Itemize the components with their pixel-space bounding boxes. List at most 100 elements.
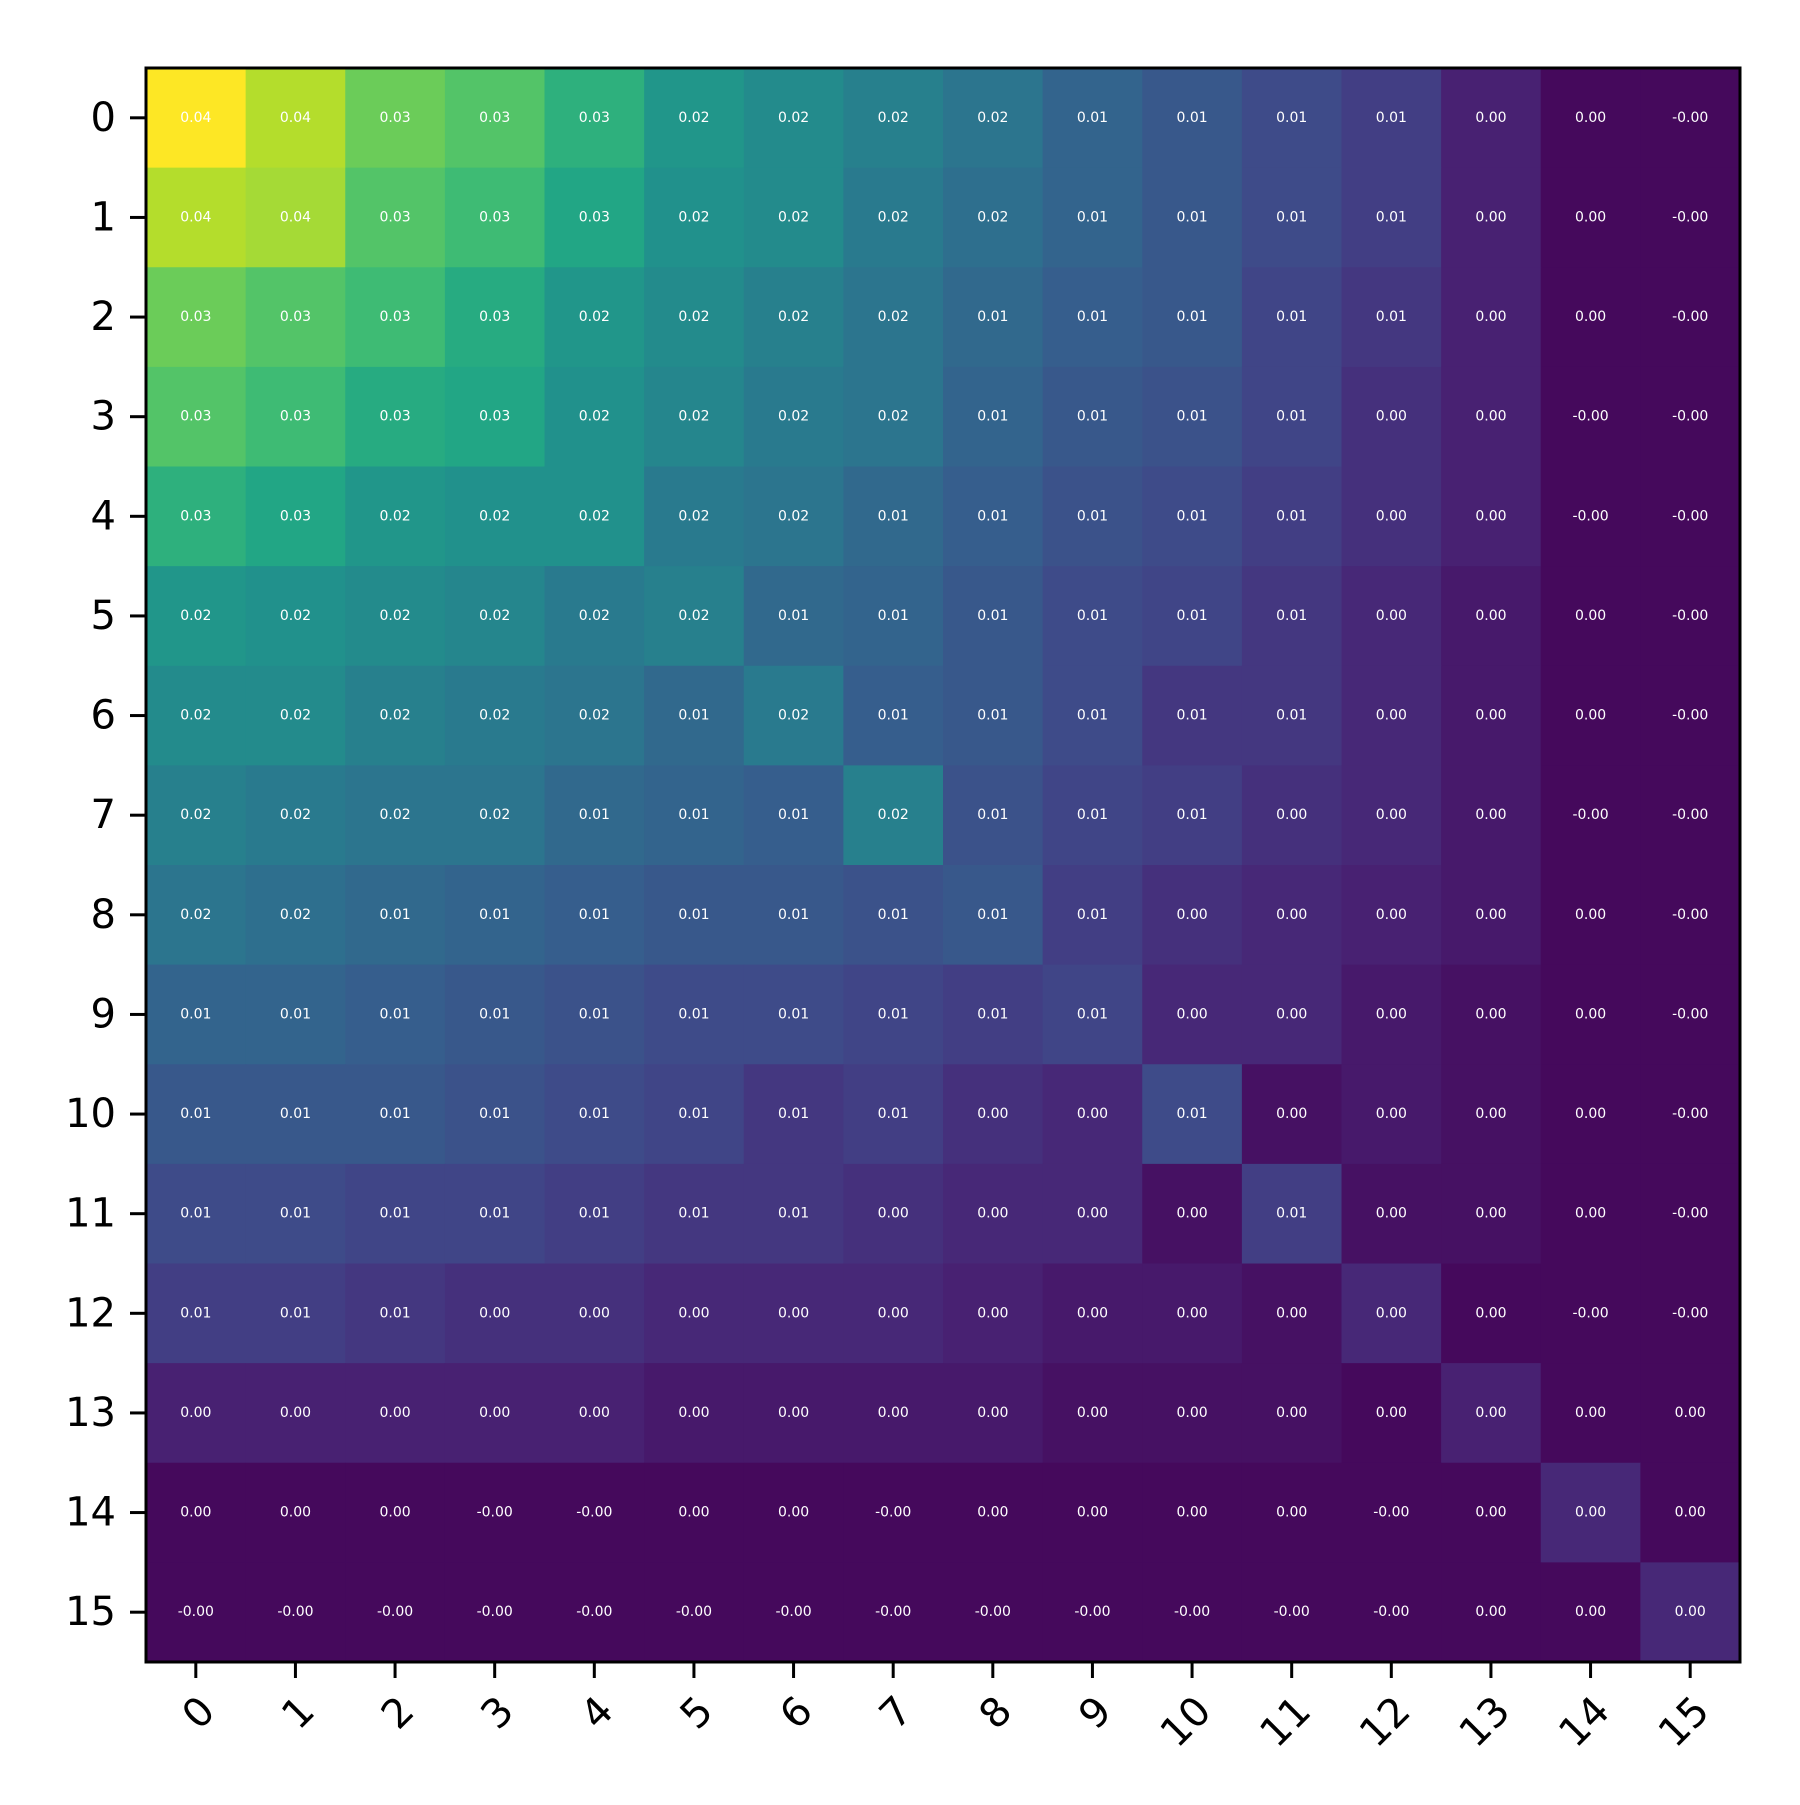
cell-value-label-r6-c7: 0.01	[878, 708, 909, 724]
plot-frame	[144, 66, 1742, 1664]
cell-value-label-r2-c3: 0.03	[479, 309, 510, 325]
cell-value-label-r4-c11: 0.01	[1276, 508, 1307, 524]
cell-value-label-r10-c7: 0.01	[878, 1106, 909, 1122]
heatmap-cell-r5-c2	[345, 566, 446, 667]
cell-value-label-r14-c9: 0.00	[1077, 1505, 1108, 1521]
cell-value-label-r15-c8: -0.00	[975, 1604, 1011, 1620]
cell-value-label-r3-c8: 0.01	[977, 409, 1008, 425]
heatmap-cell-r7-c13	[1441, 765, 1542, 866]
heatmap-cell-r8-c9	[1042, 865, 1143, 966]
heatmap-cell-r11-c0	[146, 1163, 247, 1265]
heatmap-cell-r14-c2	[345, 1462, 446, 1563]
heatmap-cell-r6-c9	[1042, 665, 1143, 766]
heatmap-cell-r0-c15	[1640, 68, 1741, 169]
heatmap-cell-r3-c11	[1241, 366, 1343, 468]
heatmap-cell-r3-c12	[1341, 366, 1442, 468]
cell-value-label-r0-c1: 0.04	[280, 110, 311, 126]
cell-value-label-r8-c13: 0.00	[1475, 907, 1506, 923]
cell-value-label-r14-c3: -0.00	[477, 1505, 513, 1521]
cell-value-label-r4-c7: 0.01	[878, 508, 909, 524]
cell-value-label-r12-c4: 0.00	[579, 1305, 610, 1321]
cell-value-label-r7-c10: 0.01	[1176, 807, 1207, 823]
heatmap-cell-r11-c14	[1540, 1163, 1641, 1265]
heatmap-cell-r11-c15	[1640, 1163, 1741, 1265]
cell-value-label-r2-c1: 0.03	[280, 309, 311, 325]
cell-value-label-r3-c2: 0.03	[379, 409, 410, 425]
heatmap-cell-r9-c4	[544, 964, 645, 1065]
heatmap-cell-r6-c3	[444, 665, 546, 766]
cell-value-label-r6-c13: 0.00	[1475, 708, 1506, 724]
heatmap-cell-r14-c1	[245, 1462, 346, 1563]
cell-value-label-r10-c14: 0.00	[1575, 1106, 1606, 1122]
cell-value-label-r14-c11: 0.00	[1276, 1505, 1307, 1521]
heatmap-cell-r12-c5	[644, 1263, 745, 1364]
heatmap-cell-r2-c7	[843, 267, 944, 368]
cell-value-label-r4-c13: 0.00	[1475, 508, 1506, 524]
heatmap-cell-r4-c9	[1042, 466, 1143, 567]
cell-value-label-r14-c6: 0.00	[778, 1505, 809, 1521]
cell-value-label-r13-c12: 0.00	[1376, 1405, 1407, 1421]
x-tick-label-2: 2	[373, 1688, 424, 1739]
y-tick-label-14: 14	[65, 1490, 116, 1536]
heatmap-cell-r15-c5	[644, 1562, 745, 1663]
cell-value-label-r7-c2: 0.02	[379, 807, 410, 823]
heatmap-cell-r9-c0	[146, 964, 247, 1065]
heatmap-cell-r5-c8	[943, 566, 1044, 667]
heatmap-cell-r10-c6	[743, 1064, 844, 1165]
heatmap-cell-r11-c5	[644, 1163, 745, 1265]
cell-value-label-r13-c14: 0.00	[1575, 1405, 1606, 1421]
heatmap-cell-r6-c14	[1540, 665, 1641, 766]
heatmap-cell-r15-c8	[943, 1562, 1044, 1663]
cell-value-label-r0-c4: 0.03	[579, 110, 610, 126]
x-tick-label-13: 13	[1451, 1688, 1520, 1757]
cell-value-label-r8-c2: 0.01	[379, 907, 410, 923]
cell-value-label-r8-c0: 0.02	[180, 907, 211, 923]
cell-value-label-r15-c7: -0.00	[875, 1604, 911, 1620]
cell-value-label-r3-c13: 0.00	[1475, 409, 1506, 425]
y-tick-label-5: 5	[91, 593, 116, 639]
heatmap-cell-r6-c10	[1142, 665, 1243, 766]
heatmap-cell-r15-c12	[1341, 1562, 1442, 1663]
cell-value-label-r2-c11: 0.01	[1276, 309, 1307, 325]
heatmap-cell-r5-c11	[1241, 566, 1343, 667]
cell-value-label-r14-c4: -0.00	[576, 1505, 612, 1521]
heatmap-cell-r9-c14	[1540, 964, 1641, 1065]
heatmap-cell-r10-c3	[444, 1064, 546, 1165]
x-tick-label-3: 3	[472, 1688, 523, 1739]
heatmap-cell-r2-c1	[245, 267, 346, 368]
heatmap-cell-r5-c14	[1540, 566, 1641, 667]
heatmap-cell-r10-c8	[943, 1064, 1044, 1165]
cell-value-label-r15-c14: 0.00	[1575, 1604, 1606, 1620]
heatmap-cell-r0-c11	[1241, 68, 1343, 169]
cell-value-label-r14-c12: -0.00	[1373, 1505, 1409, 1521]
heatmap-cell-r14-c12	[1341, 1462, 1442, 1563]
heatmap-cell-r0-c10	[1142, 68, 1243, 169]
heatmap-cell-r6-c7	[843, 665, 944, 766]
cell-value-label-r2-c6: 0.02	[778, 309, 809, 325]
cell-value-label-r13-c7: 0.00	[878, 1405, 909, 1421]
heatmap-cell-r15-c0	[146, 1562, 247, 1663]
heatmap-cell-r2-c5	[644, 267, 745, 368]
heatmap-cell-r1-c13	[1441, 167, 1542, 268]
cell-value-label-r4-c10: 0.01	[1176, 508, 1207, 524]
cell-value-label-r7-c11: 0.00	[1276, 807, 1307, 823]
cell-labels-layer: 0.04 0.04 0.03 0.03 0.03 0.02 0.02 0.02 0.02 0.01…	[178, 110, 1709, 1620]
cell-value-label-r13-c13: 0.00	[1475, 1405, 1506, 1421]
x-tick-label-15: 15	[1650, 1688, 1719, 1757]
cell-value-label-r7-c9: 0.01	[1077, 807, 1108, 823]
cell-value-label-r1-c14: 0.00	[1575, 209, 1606, 225]
heatmap-cell-r1-c15	[1640, 167, 1741, 268]
heatmap-cell-r13-c11	[1241, 1363, 1343, 1464]
heatmap-cell-r5-c12	[1341, 566, 1442, 667]
heatmap-cell-r1-c11	[1241, 167, 1343, 268]
cell-value-label-r10-c5: 0.01	[678, 1106, 709, 1122]
heatmap-cell-r13-c2	[345, 1363, 446, 1464]
cell-value-label-r9-c3: 0.01	[479, 1006, 510, 1022]
cell-value-label-r2-c9: 0.01	[1077, 309, 1108, 325]
heatmap-cell-r3-c13	[1441, 366, 1542, 468]
heatmap-cell-r12-c11	[1241, 1263, 1343, 1364]
heatmap-cell-r0-c8	[943, 68, 1044, 169]
heatmap-cell-r11-c12	[1341, 1163, 1442, 1265]
cell-value-label-r13-c11: 0.00	[1276, 1405, 1307, 1421]
